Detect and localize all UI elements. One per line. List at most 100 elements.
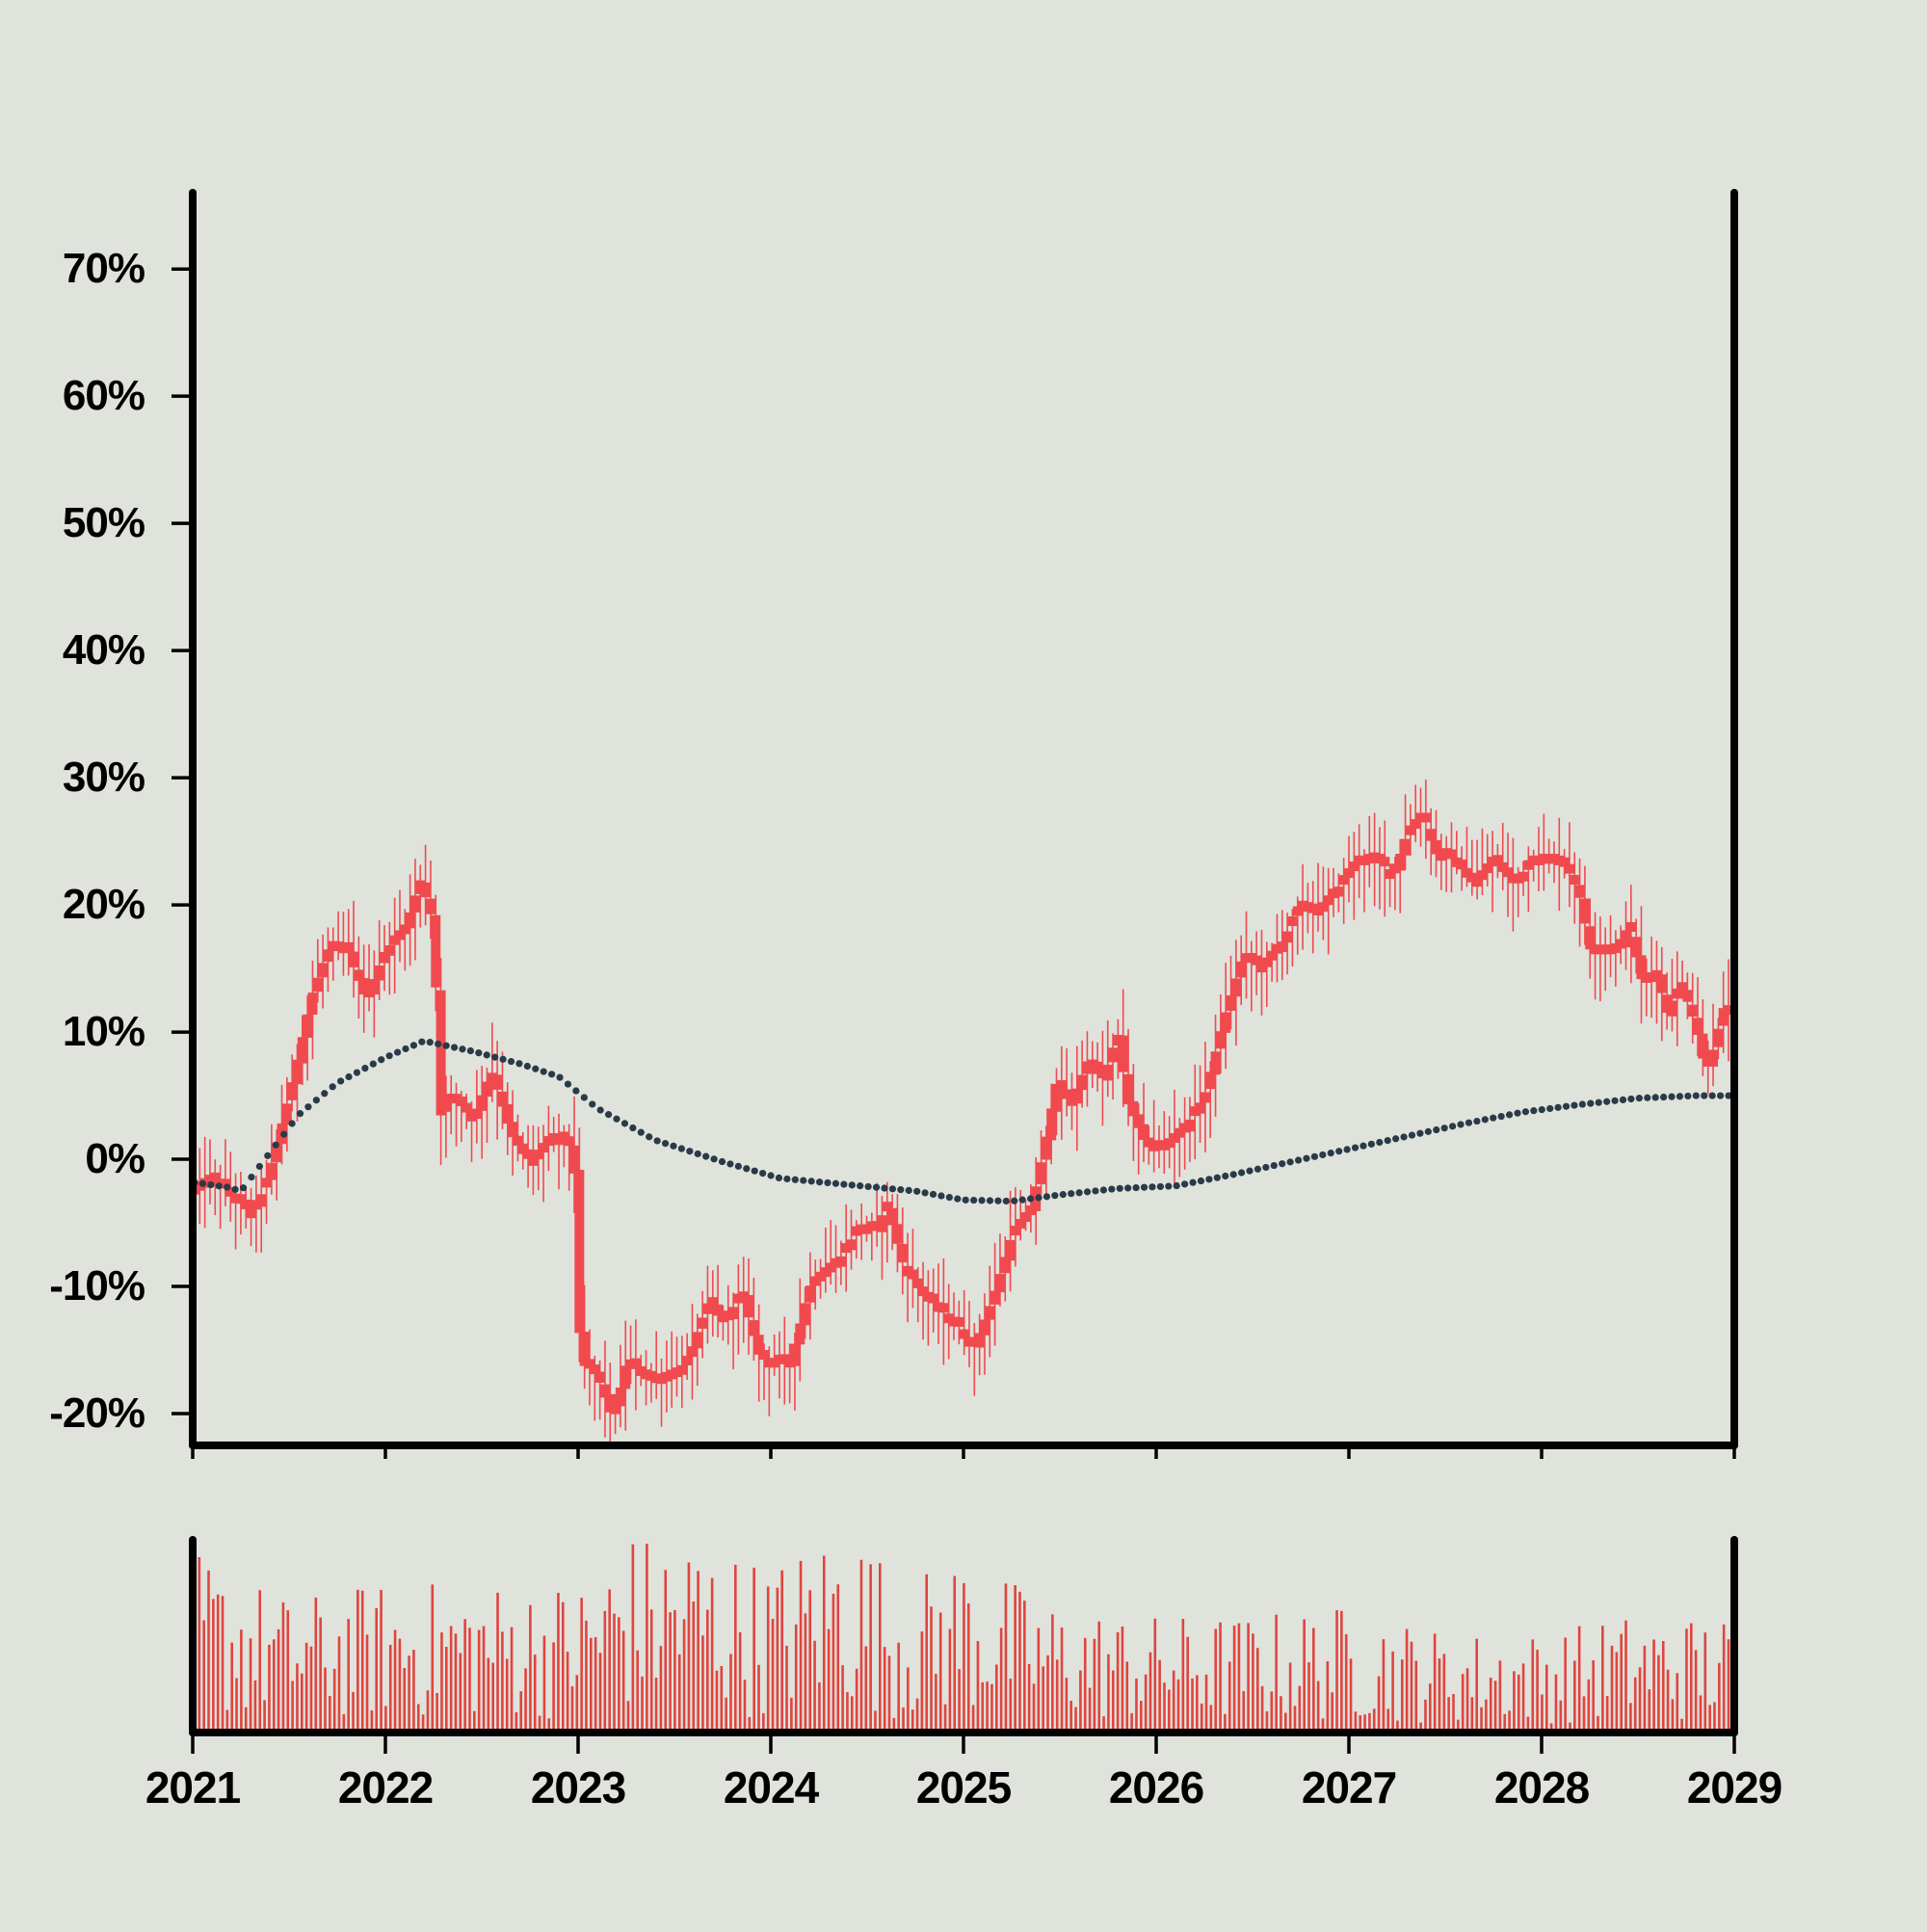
moving-average-point bbox=[775, 1174, 783, 1182]
candle-body bbox=[584, 1359, 594, 1369]
candle-body bbox=[1313, 906, 1324, 916]
moving-average-point bbox=[824, 1178, 832, 1187]
candle-body bbox=[318, 963, 329, 978]
candle-body bbox=[1139, 1124, 1149, 1140]
candle-body bbox=[1482, 863, 1492, 874]
moving-average-point bbox=[994, 1197, 1002, 1204]
moving-average-point bbox=[1660, 1093, 1668, 1101]
candle-body bbox=[451, 1094, 462, 1104]
candle-body bbox=[1343, 868, 1354, 879]
moving-average-point bbox=[1026, 1195, 1035, 1203]
moving-average-point bbox=[1644, 1094, 1651, 1101]
candle-body bbox=[779, 1354, 790, 1364]
candle-body bbox=[1374, 854, 1385, 864]
candle-body bbox=[1205, 1072, 1216, 1090]
candle-body bbox=[1682, 990, 1693, 1002]
moving-average-point bbox=[312, 1097, 320, 1104]
candle-body bbox=[1108, 1047, 1119, 1063]
candle-body bbox=[303, 1014, 313, 1038]
moving-average-point bbox=[1238, 1169, 1246, 1177]
moving-average-point bbox=[1092, 1187, 1099, 1195]
y-tick-label: 40% bbox=[63, 626, 145, 674]
candle-body bbox=[784, 1358, 795, 1368]
candle-body bbox=[753, 1335, 764, 1355]
candle-body bbox=[1200, 1092, 1210, 1103]
moving-average-point bbox=[832, 1179, 840, 1187]
moving-average-point bbox=[1205, 1176, 1213, 1183]
moving-average-point bbox=[1132, 1183, 1140, 1192]
candle-body bbox=[1349, 861, 1359, 872]
candle-body bbox=[1071, 1088, 1082, 1104]
moving-average-point bbox=[418, 1038, 426, 1045]
candle-body bbox=[641, 1369, 651, 1380]
candle-body bbox=[1539, 854, 1549, 864]
moving-average-point bbox=[1075, 1189, 1083, 1197]
x-tick-label: 2027 bbox=[1302, 1762, 1396, 1813]
candle-body bbox=[974, 1333, 985, 1348]
moving-average-point bbox=[1148, 1183, 1156, 1191]
candle-body bbox=[1574, 885, 1585, 898]
candle-body bbox=[605, 1393, 616, 1413]
moving-average-point bbox=[1343, 1146, 1351, 1153]
candle-body bbox=[1246, 953, 1256, 964]
candle-body bbox=[497, 1091, 508, 1107]
moving-average-point bbox=[1279, 1160, 1286, 1168]
moving-average-point bbox=[1376, 1138, 1384, 1147]
candle-body bbox=[487, 1072, 497, 1083]
candle-body bbox=[539, 1143, 549, 1153]
candle-body bbox=[482, 1081, 492, 1098]
moving-average-point bbox=[321, 1090, 329, 1098]
candle-body bbox=[1708, 1049, 1719, 1067]
candle-body bbox=[698, 1317, 708, 1329]
candle-body bbox=[810, 1276, 821, 1286]
candle-body bbox=[431, 914, 441, 988]
moving-average-point bbox=[264, 1151, 272, 1159]
candle-body bbox=[328, 940, 338, 951]
candle-body bbox=[343, 941, 354, 952]
moving-average-point bbox=[1571, 1101, 1578, 1109]
candle-body bbox=[1472, 877, 1483, 887]
candle-body bbox=[466, 1111, 477, 1122]
candle-body bbox=[554, 1135, 565, 1146]
moving-average-point bbox=[1651, 1094, 1659, 1101]
candle-body bbox=[1010, 1226, 1020, 1236]
moving-average-point bbox=[1692, 1092, 1700, 1099]
moving-average-point bbox=[1449, 1123, 1457, 1130]
moving-average-point bbox=[686, 1148, 694, 1155]
moving-average-point bbox=[1595, 1098, 1602, 1106]
moving-average-point bbox=[1165, 1182, 1173, 1190]
candle-body bbox=[615, 1387, 625, 1407]
candle-body bbox=[1000, 1257, 1011, 1274]
x-tick-label: 2021 bbox=[145, 1762, 241, 1813]
candle-body bbox=[1277, 941, 1287, 952]
candle-body bbox=[364, 988, 375, 998]
moving-average-point bbox=[1578, 1100, 1586, 1108]
candle-body bbox=[882, 1202, 892, 1212]
moving-average-point bbox=[1246, 1167, 1254, 1175]
moving-average-point bbox=[1108, 1185, 1116, 1193]
moving-average-point bbox=[954, 1195, 962, 1203]
candle-body bbox=[738, 1291, 749, 1302]
candle-body bbox=[718, 1312, 728, 1323]
moving-average-point bbox=[1725, 1092, 1732, 1099]
candle-body bbox=[835, 1256, 846, 1267]
moving-average-point bbox=[1229, 1171, 1237, 1178]
candle-body bbox=[831, 1257, 841, 1268]
candle-body bbox=[425, 898, 436, 914]
y-tick-label: 10% bbox=[63, 1008, 145, 1055]
moving-average-point bbox=[1359, 1142, 1367, 1150]
moving-average-point bbox=[1554, 1103, 1562, 1111]
candle-body bbox=[676, 1364, 687, 1375]
candle-body bbox=[409, 895, 420, 913]
moving-average-point bbox=[329, 1083, 336, 1091]
candle-body bbox=[297, 1037, 307, 1064]
candle-body bbox=[667, 1369, 677, 1380]
candle-body bbox=[400, 924, 410, 935]
moving-average-point bbox=[1392, 1135, 1400, 1143]
candle-body bbox=[805, 1285, 815, 1303]
moving-average-point bbox=[1440, 1125, 1448, 1132]
candle-body bbox=[1077, 1074, 1088, 1091]
candle-body bbox=[1175, 1127, 1185, 1138]
candle-body bbox=[1020, 1212, 1031, 1223]
